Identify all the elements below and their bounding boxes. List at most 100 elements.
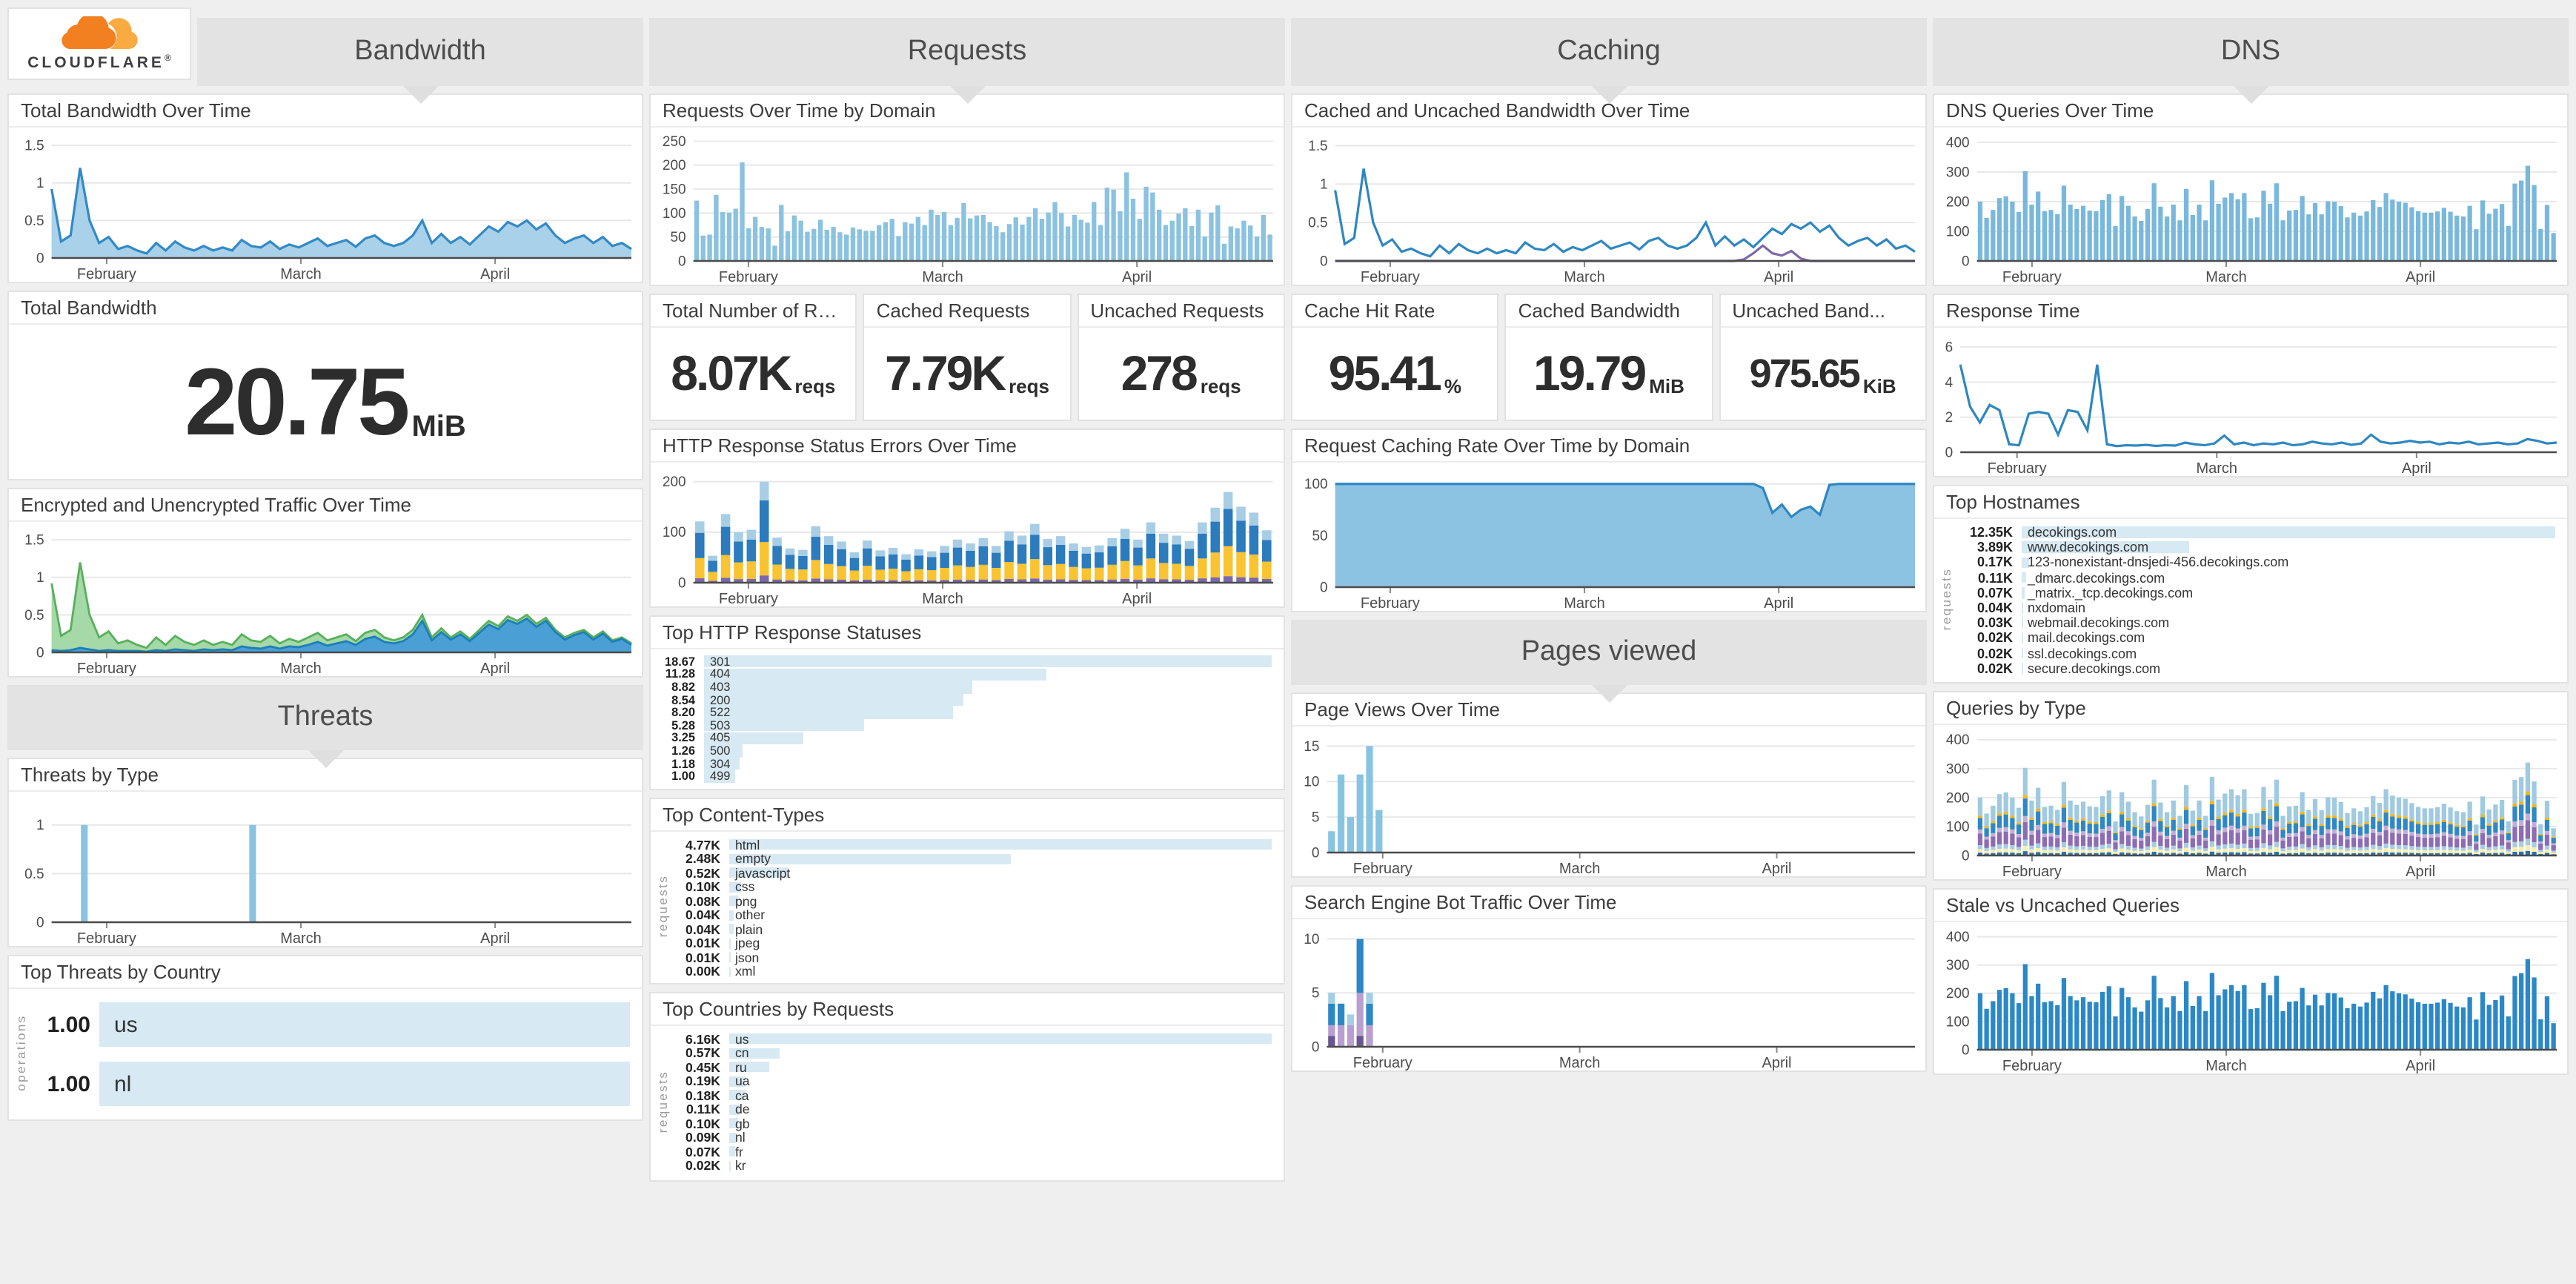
item-label: decokings.com — [2028, 525, 2117, 540]
panel-title: Total Number of Re... — [651, 295, 856, 328]
svg-text:April: April — [2406, 1058, 2435, 1073]
svg-text:0: 0 — [36, 251, 44, 266]
svg-text:April: April — [1122, 591, 1152, 606]
svg-text:0: 0 — [1962, 254, 1970, 269]
section-header-dns: DNS — [1933, 18, 2569, 104]
encrypted-traffic-chart[interactable]: 0 0.5 1 1.5 February March April — [9, 522, 642, 677]
svg-text:February: February — [1353, 861, 1413, 876]
total-bandwidth-chart[interactable]: 0 0.5 1 1.5 February March April — [9, 128, 642, 282]
svg-text:0.5: 0.5 — [24, 214, 44, 229]
panel-threats-by-type: Threats by Type 0 0.5 1 February March April — [7, 758, 643, 947]
svg-text:200: 200 — [663, 474, 686, 490]
item-value: 11.28 — [665, 667, 695, 681]
svg-text:April: April — [1122, 269, 1152, 285]
panel-title: Top Threats by Country — [9, 956, 642, 989]
item-bar — [704, 744, 743, 758]
item-bar — [729, 1146, 736, 1157]
section-title: Pages viewed — [1521, 636, 1697, 667]
response-time-chart[interactable]: 0 2 4 6 February March April — [1934, 328, 2567, 477]
dns-queries-chart[interactable]: 0 100 200 300 400 February March April — [1934, 128, 2567, 285]
panel-title: Top Content-Types — [651, 799, 1284, 832]
item-bar — [729, 1104, 740, 1115]
svg-text:March: March — [1559, 861, 1601, 876]
panel-title: Uncached Requests — [1078, 295, 1284, 328]
panel-stale-uncached: Stale vs Uncached Queries 0 100 200 300 400 F… — [1933, 888, 2569, 1075]
svg-text:200: 200 — [1946, 986, 1970, 1002]
item-label: kr — [735, 1158, 746, 1174]
queries-by-type-chart[interactable]: 0 100 200 300 400 February March April — [1934, 725, 2567, 880]
list-item: 1.00 nl — [34, 1054, 630, 1113]
panel-cache-hit-rate: Cache Hit Rate 95.41% — [1291, 294, 1499, 421]
top-countries-list[interactable]: requests 6.16K us 0.57K cn 0.45K ru 0.19K ua 0.18… — [651, 1026, 1284, 1180]
svg-text:10: 10 — [1304, 775, 1319, 790]
item-bar — [729, 881, 741, 893]
svg-text:April: April — [480, 930, 510, 946]
item-value: 0.19K — [686, 1073, 720, 1089]
svg-text:2: 2 — [1945, 410, 1953, 426]
item-value: 0.18K — [686, 1088, 720, 1103]
top-content-types-list[interactable]: requests 4.77K html 2.48K empty 0.52K javascri… — [651, 832, 1284, 983]
axis-label: requests — [655, 1070, 670, 1134]
bot-traffic-chart[interactable]: 0 5 10 February March April — [1292, 919, 1925, 1071]
item-value: 0.02K — [1976, 646, 2013, 661]
list-item: 0.02K kr — [676, 1158, 1272, 1174]
item-value: 0.57K — [686, 1045, 720, 1061]
svg-text:February: February — [77, 266, 136, 282]
panel-dns-queries: DNS Queries Over Time 0 100 200 300 400 Febru… — [1933, 93, 2569, 286]
top-threats-by-country-list[interactable]: operations 1.00 us 1.00 nl — [9, 989, 642, 1119]
list-item: 1.00 us — [34, 995, 630, 1054]
panel-encrypted-traffic: Encrypted and Unencrypted Traffic Over T… — [7, 488, 643, 678]
section-title: Requests — [907, 36, 1027, 67]
svg-text:March: March — [2205, 1058, 2247, 1073]
item-value: 0.11K — [1977, 570, 2013, 586]
item-label: plain — [735, 921, 763, 937]
item-bar — [729, 839, 1272, 850]
list-item: 0.07K fr — [676, 1145, 1272, 1159]
top-statuses-list[interactable]: 18.67 301 11.28 404 8.82 403 8.54 200 8.20 522 5.2… — [651, 649, 1284, 789]
http-errors-chart[interactable]: 0 100 200 February March April — [651, 463, 1284, 607]
threats-by-type-chart[interactable]: 0 0.5 1 February March April — [9, 792, 642, 947]
panel-title: Cache Hit Rate — [1292, 295, 1498, 328]
svg-text:0: 0 — [678, 575, 686, 591]
cloudflare-logo[interactable]: CLOUDFLARE® — [7, 7, 191, 80]
requests-by-domain-chart[interactable]: 0 50 100 150 200 250 February March April — [651, 128, 1284, 285]
stat-unit: reqs — [794, 374, 836, 397]
item-bar — [729, 1062, 769, 1073]
list-item: 18.67 301 — [660, 655, 1272, 669]
stat-unit: reqs — [1009, 374, 1049, 397]
item-bar — [704, 770, 734, 783]
item-value: 0.11K — [686, 1102, 720, 1117]
item-value: 0.17K — [1976, 555, 2013, 570]
list-item: 0.11K _dmarc.decokings.com — [1959, 570, 2555, 585]
item-value: 1.00 — [47, 1012, 90, 1037]
svg-text:March: March — [2205, 269, 2247, 285]
svg-text:200: 200 — [663, 158, 686, 173]
item-bar — [729, 1033, 1272, 1045]
page-views-chart[interactable]: 0 5 10 15 February March April — [1292, 727, 1925, 877]
item-label: css — [735, 879, 755, 895]
svg-text:March: March — [2205, 864, 2247, 879]
item-value: 0.04K — [1976, 600, 2013, 616]
item-bar — [704, 706, 954, 719]
svg-text:300: 300 — [1946, 958, 1970, 973]
stat-number: 19.79 — [1533, 345, 1647, 400]
cached-uncached-bandwidth-chart[interactable]: 0 0.5 1 1.5 February March April — [1292, 128, 1925, 285]
item-label: 503 — [710, 718, 731, 732]
top-hostnames-list[interactable]: requests 12.35K decokings.com 3.89K www.deco… — [1934, 519, 2567, 682]
svg-text:0: 0 — [1312, 1039, 1320, 1055]
panel-title: Cached Requests — [864, 295, 1070, 328]
stale-uncached-chart[interactable]: 0 100 200 300 400 February March April — [1934, 922, 2567, 1074]
list-item: 0.10K gb — [676, 1116, 1272, 1131]
panel-top-statuses: Top HTTP Response Statuses 18.67 301 11.28… — [649, 615, 1285, 790]
svg-text:1: 1 — [1320, 177, 1328, 193]
list-item: 1.18 304 — [660, 757, 1272, 770]
item-label: xml — [735, 964, 756, 979]
item-bar — [2022, 602, 2024, 614]
caching-rate-chart[interactable]: 0 50 100 February March April — [1292, 463, 1925, 612]
list-item: 3.89K www.decokings.com — [1959, 540, 2555, 555]
panel-top-countries: Top Countries by Requests requests 6.16K u… — [649, 992, 1285, 1182]
item-value: 0.01K — [686, 950, 720, 965]
panel-title: Total Bandwidth — [9, 292, 642, 325]
item-label: 301 — [710, 655, 731, 669]
